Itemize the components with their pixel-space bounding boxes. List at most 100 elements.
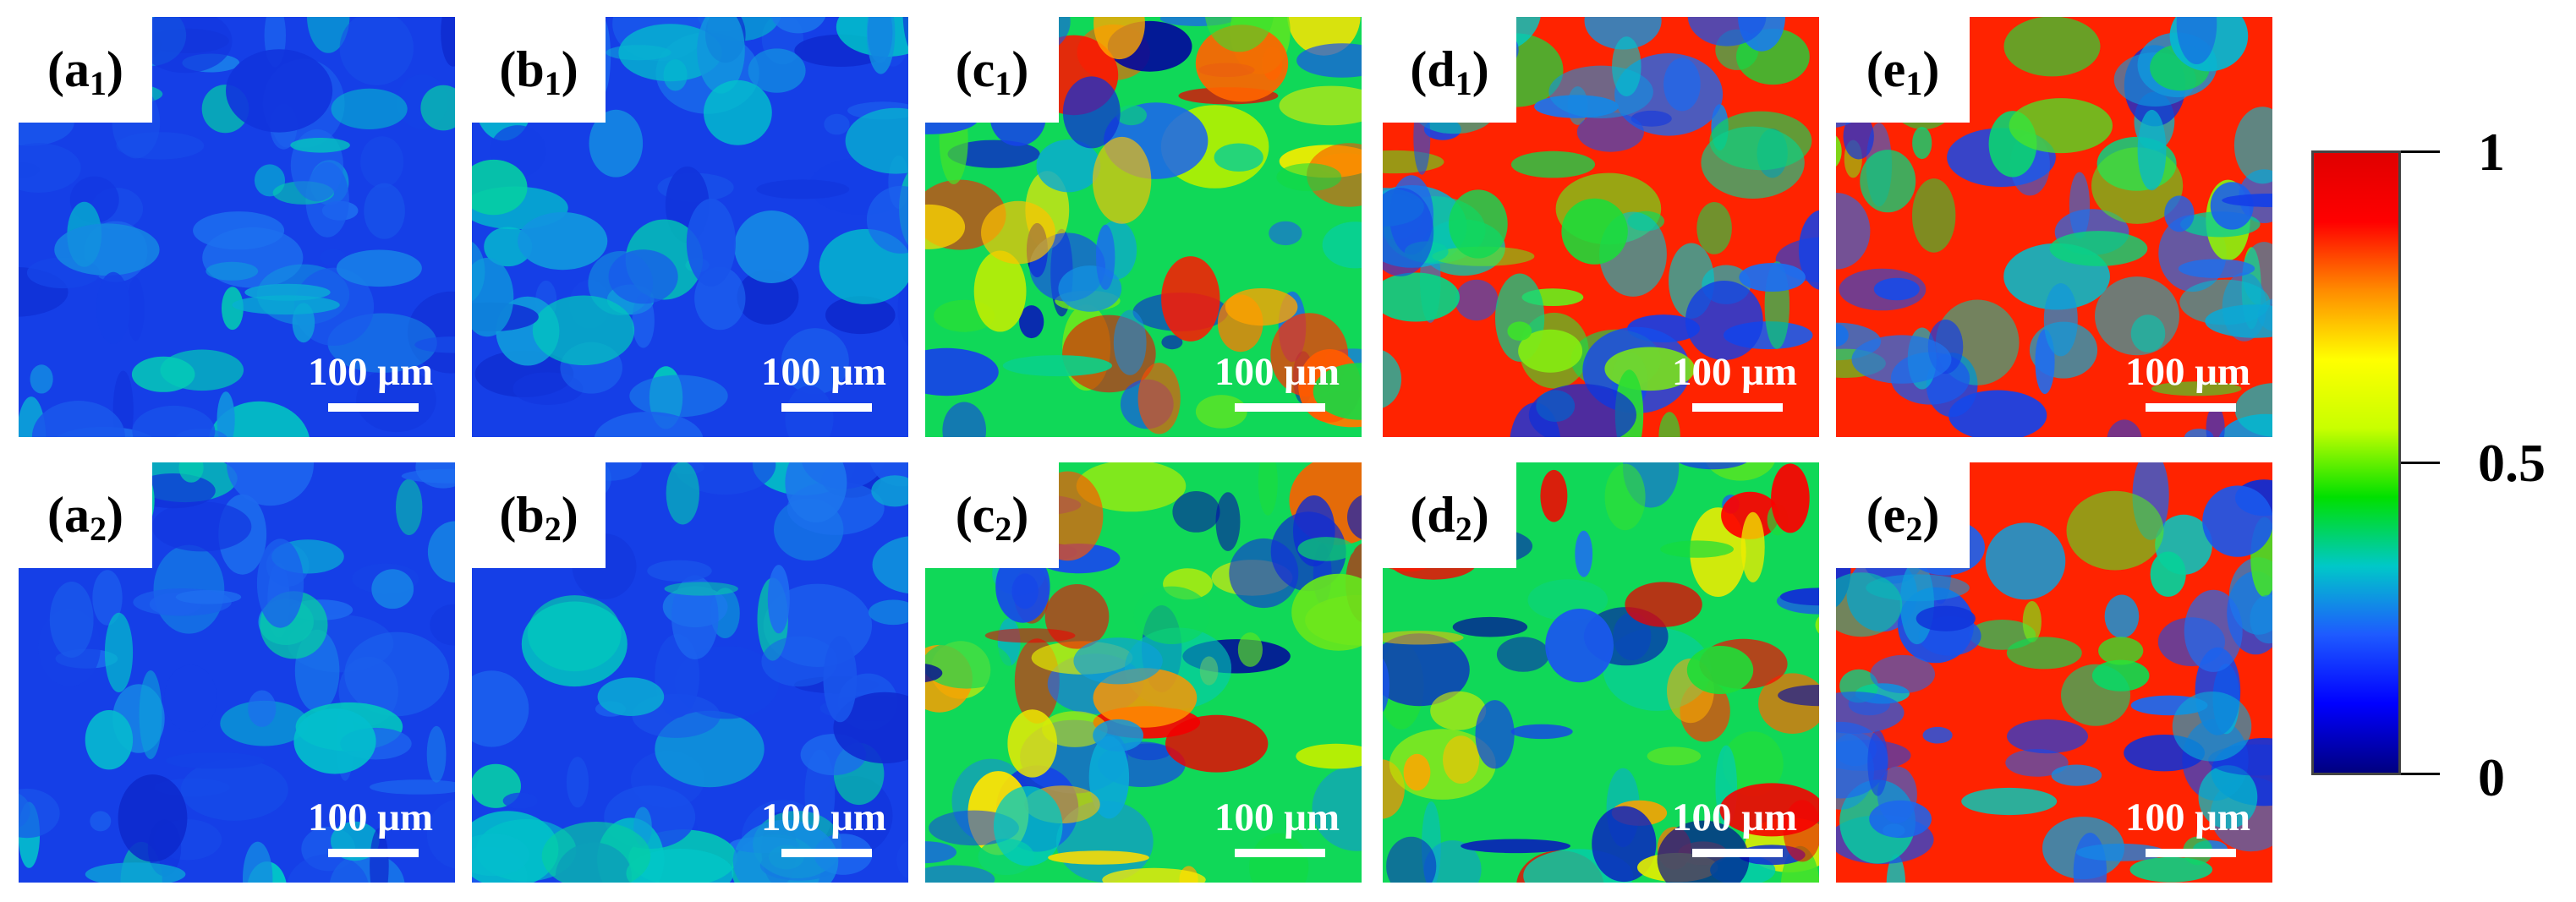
map-blob <box>472 257 514 337</box>
map-blob <box>2069 172 2091 239</box>
map-blob <box>2210 182 2254 230</box>
map-blob <box>866 17 896 74</box>
map-blob <box>1036 139 1101 193</box>
map-blob <box>833 692 908 764</box>
map-panel-e1: (e1) 100 μm <box>1836 17 2272 437</box>
map-blob <box>243 841 273 883</box>
scale-bar <box>2146 403 2236 412</box>
map-blob <box>1912 178 1956 253</box>
map-blob <box>1678 462 1747 470</box>
map-blob <box>925 204 966 249</box>
map-blob <box>869 599 908 626</box>
map-blob <box>19 789 60 839</box>
map-blob <box>2178 259 2255 279</box>
map-blob <box>1687 17 1767 46</box>
map-blob <box>1739 263 1806 292</box>
map-blob <box>1686 646 1754 694</box>
map-blob <box>947 139 1040 168</box>
map-blob <box>767 565 790 634</box>
scale-bar <box>328 849 419 857</box>
map-blob <box>866 185 908 254</box>
map-blob <box>1922 726 1953 744</box>
map-blob <box>1561 198 1628 265</box>
map-blob <box>2043 283 2078 357</box>
map-blob <box>618 24 722 82</box>
map-blob <box>430 604 455 646</box>
scale-bar <box>1235 403 1325 412</box>
map-blob <box>1916 605 1976 631</box>
map-blob <box>1383 188 1434 276</box>
map-blob <box>1899 560 1934 645</box>
map-blob <box>2250 594 2272 644</box>
map-blob <box>984 628 1076 643</box>
map-blob <box>1137 363 1181 435</box>
map-blob <box>1883 823 1905 838</box>
map-blob <box>1161 335 1183 350</box>
map-blob <box>1877 766 1917 823</box>
map-blob <box>1815 616 1819 634</box>
scale-bar-label: 100 μm <box>760 795 887 839</box>
map-blob <box>1161 256 1220 342</box>
map-panel-a2: (a2) 100 μm <box>19 462 455 883</box>
map-panel-b1: (b1) 100 μm <box>472 17 908 437</box>
scale-bar-label: 100 μm <box>1671 350 1798 394</box>
scale-bar-label: 100 μm <box>2124 350 2251 394</box>
map-blob <box>1475 700 1515 769</box>
map-blob <box>1798 210 1819 290</box>
map-blob <box>293 708 376 774</box>
map-blob <box>925 865 995 883</box>
map-blob <box>1779 588 1819 606</box>
map-blob <box>2005 749 2069 777</box>
panel-label: (b2) <box>472 462 606 568</box>
map-blob <box>1093 719 1143 752</box>
map-blob <box>1088 735 1130 819</box>
map-blob <box>1740 511 1765 582</box>
map-blob <box>2164 195 2195 232</box>
map-blob <box>1873 277 1920 301</box>
map-blob <box>336 249 422 287</box>
map-blob <box>1584 17 1662 50</box>
map-blob <box>30 364 53 394</box>
map-blob <box>131 356 195 392</box>
map-blob <box>748 48 806 93</box>
map-blob <box>1985 522 2066 600</box>
scale-bar-label: 100 μm <box>2124 795 2251 839</box>
map-blob <box>415 462 455 489</box>
map-blob <box>1685 281 1763 360</box>
colorbar-label-mid: 0.5 <box>2478 433 2546 493</box>
map-blob <box>1836 135 1842 167</box>
map-blob <box>1296 743 1362 769</box>
scale-bar-label: 100 μm <box>1671 795 1798 839</box>
map-blob <box>1631 110 1672 127</box>
map-blob <box>2176 17 2217 64</box>
map-blob <box>1383 633 1470 707</box>
map-blob <box>85 710 134 770</box>
panel-label: (a1) <box>19 17 152 123</box>
map-blob <box>1062 76 1121 149</box>
map-blob <box>132 405 216 437</box>
map-blob <box>1836 692 1905 734</box>
map-blob <box>1719 783 1819 837</box>
map-blob <box>420 85 455 131</box>
map-blob <box>1225 288 1298 326</box>
map-blob <box>1249 833 1309 883</box>
map-blob <box>1258 462 1278 516</box>
map-blob <box>180 759 288 821</box>
map-blob <box>1019 305 1044 339</box>
map-blob <box>1870 654 1935 694</box>
map-panel-d2: (d2) 100 μm <box>1383 462 1819 883</box>
map-blob <box>2095 276 2179 356</box>
map-blob <box>2104 594 2140 638</box>
map-blob <box>1647 746 1702 766</box>
map-blob <box>2234 383 2272 437</box>
map-blob <box>85 862 186 883</box>
map-panel-e2: (e2) 100 μm <box>1836 462 2272 883</box>
map-blob <box>1204 17 1274 52</box>
map-blob <box>331 88 408 129</box>
colorbar-gradient <box>2311 150 2401 775</box>
map-blob <box>2009 98 2113 154</box>
map-blob <box>2022 601 2042 642</box>
map-blob <box>1540 469 1568 522</box>
map-blob <box>2006 637 2082 670</box>
scale-bar <box>781 403 872 412</box>
